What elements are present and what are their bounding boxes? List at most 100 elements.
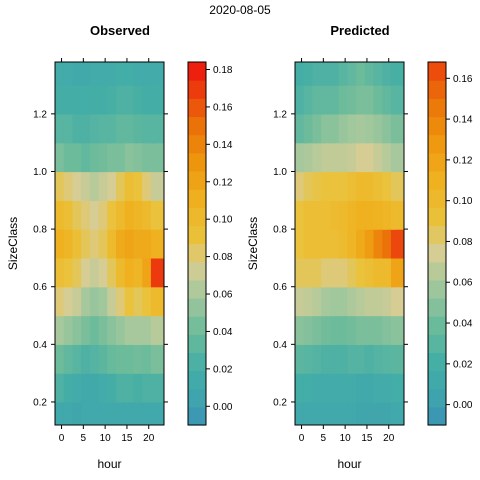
colorbar-tick-label: 0.04 [213,327,233,338]
colorbar-band [188,243,206,263]
colorbar-band [428,225,446,245]
colorbar-band [188,225,206,245]
colorbar-band [188,134,206,154]
colorbar-tick-label: 0.16 [213,102,233,113]
y-tick-label: 0.2 [33,397,47,408]
y-tick-label: 1.0 [273,167,287,178]
heatmap-cell [390,142,404,173]
colorbar-tick-label: 0.00 [213,402,233,413]
y-axis-label: SizeClass [246,217,260,270]
y-tick-label: 0.6 [273,282,287,293]
colorbar: 0.00 0.02 0.04 0.06 0.08 0.10 0.12 0.14 0.16 [427,61,473,426]
x-tick-label: 15 [361,433,373,444]
colorbar-band [428,80,446,99]
y-tick-label: 0.2 [273,397,287,408]
colorbar-band [188,297,206,317]
heatmap-cell [150,229,164,259]
colorbar-tick-label: 0.06 [453,278,473,289]
colorbar-frame [187,61,207,426]
colorbar-band [428,261,446,281]
panel-frame [294,61,405,426]
colorbar-tick-label: 0.04 [453,319,473,330]
colorbar-band [428,98,446,118]
colorbar-band [188,334,206,353]
heatmap-cell [390,315,404,345]
heatmap-cell [390,257,404,288]
heatmap-cell [390,401,404,425]
colorbar-band [188,189,206,208]
colorbar: 0.00 0.02 0.04 0.06 0.08 0.10 0.12 0.14 0.16 0.18 [187,61,233,426]
colorbar-tick-label: 0.08 [453,237,473,248]
colorbar-band [188,279,206,299]
x-tick-label: 5 [321,433,327,444]
panel-frame [54,61,165,426]
colorbar-band [188,170,206,190]
colorbar-tick-label: 0.10 [213,215,233,226]
heatmap-cell [390,286,404,317]
y-tick-label: 0.4 [273,340,287,351]
heatmap-cell [150,113,164,144]
colorbar-frame [427,61,447,426]
colorbar-tick-label: 0.02 [213,364,233,375]
y-tick-label: 0.4 [33,340,47,351]
x-axis-label: hour [337,457,361,471]
observed-panel: Observed 0 5 10 15 20 0.2 0.4 0.6 0.8 1.0 1.2 hour Si… [6,23,233,471]
colorbar-band [428,134,446,154]
y-tick-label: 0.6 [33,282,47,293]
y-tick-label: 0.8 [33,225,47,236]
colorbar-band [188,98,206,118]
x-tick-label: 10 [340,433,352,444]
y-tick-label: 1.0 [33,167,47,178]
x-tick-label: 10 [100,433,112,444]
colorbar-band [428,297,446,317]
colorbar-tick-label: 0.16 [453,74,473,85]
colorbar-band [428,207,446,226]
panel-title: Predicted [330,23,389,38]
colorbar-tick-label: 0.08 [213,252,233,263]
heatmap-cell [390,200,404,230]
colorbar-band [188,80,206,99]
heatmap-cell [390,171,404,201]
heatmap-cell [150,315,164,345]
colorbar-band [428,116,446,136]
heatmap-cell [150,171,164,201]
x-tick-label: 20 [143,433,155,444]
x-tick-label: 5 [81,433,87,444]
colorbar-tick-label: 0.12 [453,155,473,166]
heatmap-cell [150,85,164,115]
x-tick-label: 20 [383,433,395,444]
heatmap-cell [150,401,164,425]
colorbar-tick-label: 0.14 [213,140,233,151]
colorbar-band [188,152,206,172]
colorbar-band [428,62,446,81]
colorbar-band [428,388,446,408]
y-tick-label: 1.2 [273,109,287,120]
colorbar-band [428,334,446,353]
colorbar-band [188,406,206,426]
heatmap-cell [150,286,164,317]
heatmap-cell [150,257,164,288]
heatmap-cell [390,113,404,144]
colorbar-band [188,207,206,226]
colorbar-band [428,352,446,372]
heatmap-cell [390,85,404,115]
heatmap-cell [390,62,404,86]
x-tick-label: 15 [121,433,133,444]
colorbar-band [188,388,206,408]
colorbar-band [188,370,206,390]
y-axis-label: SizeClass [6,217,20,270]
colorbar-tick-label: 0.12 [213,177,233,188]
colorbar-band [428,170,446,190]
panel-title: Observed [90,23,150,38]
colorbar-band [188,316,206,335]
colorbar-band [428,189,446,208]
x-tick-label: 0 [299,433,305,444]
heatmap-cell [390,229,404,259]
predicted-panel: Predicted 0 5 10 15 20 0.2 0.4 0.6 0.8 1.0 1.2 hour S… [246,23,473,471]
heatmap-cell [150,62,164,86]
heatmap-cells [55,62,164,425]
colorbar-band [188,352,206,372]
y-tick-label: 1.2 [33,109,47,120]
colorbar-tick-label: 0.06 [213,290,233,301]
